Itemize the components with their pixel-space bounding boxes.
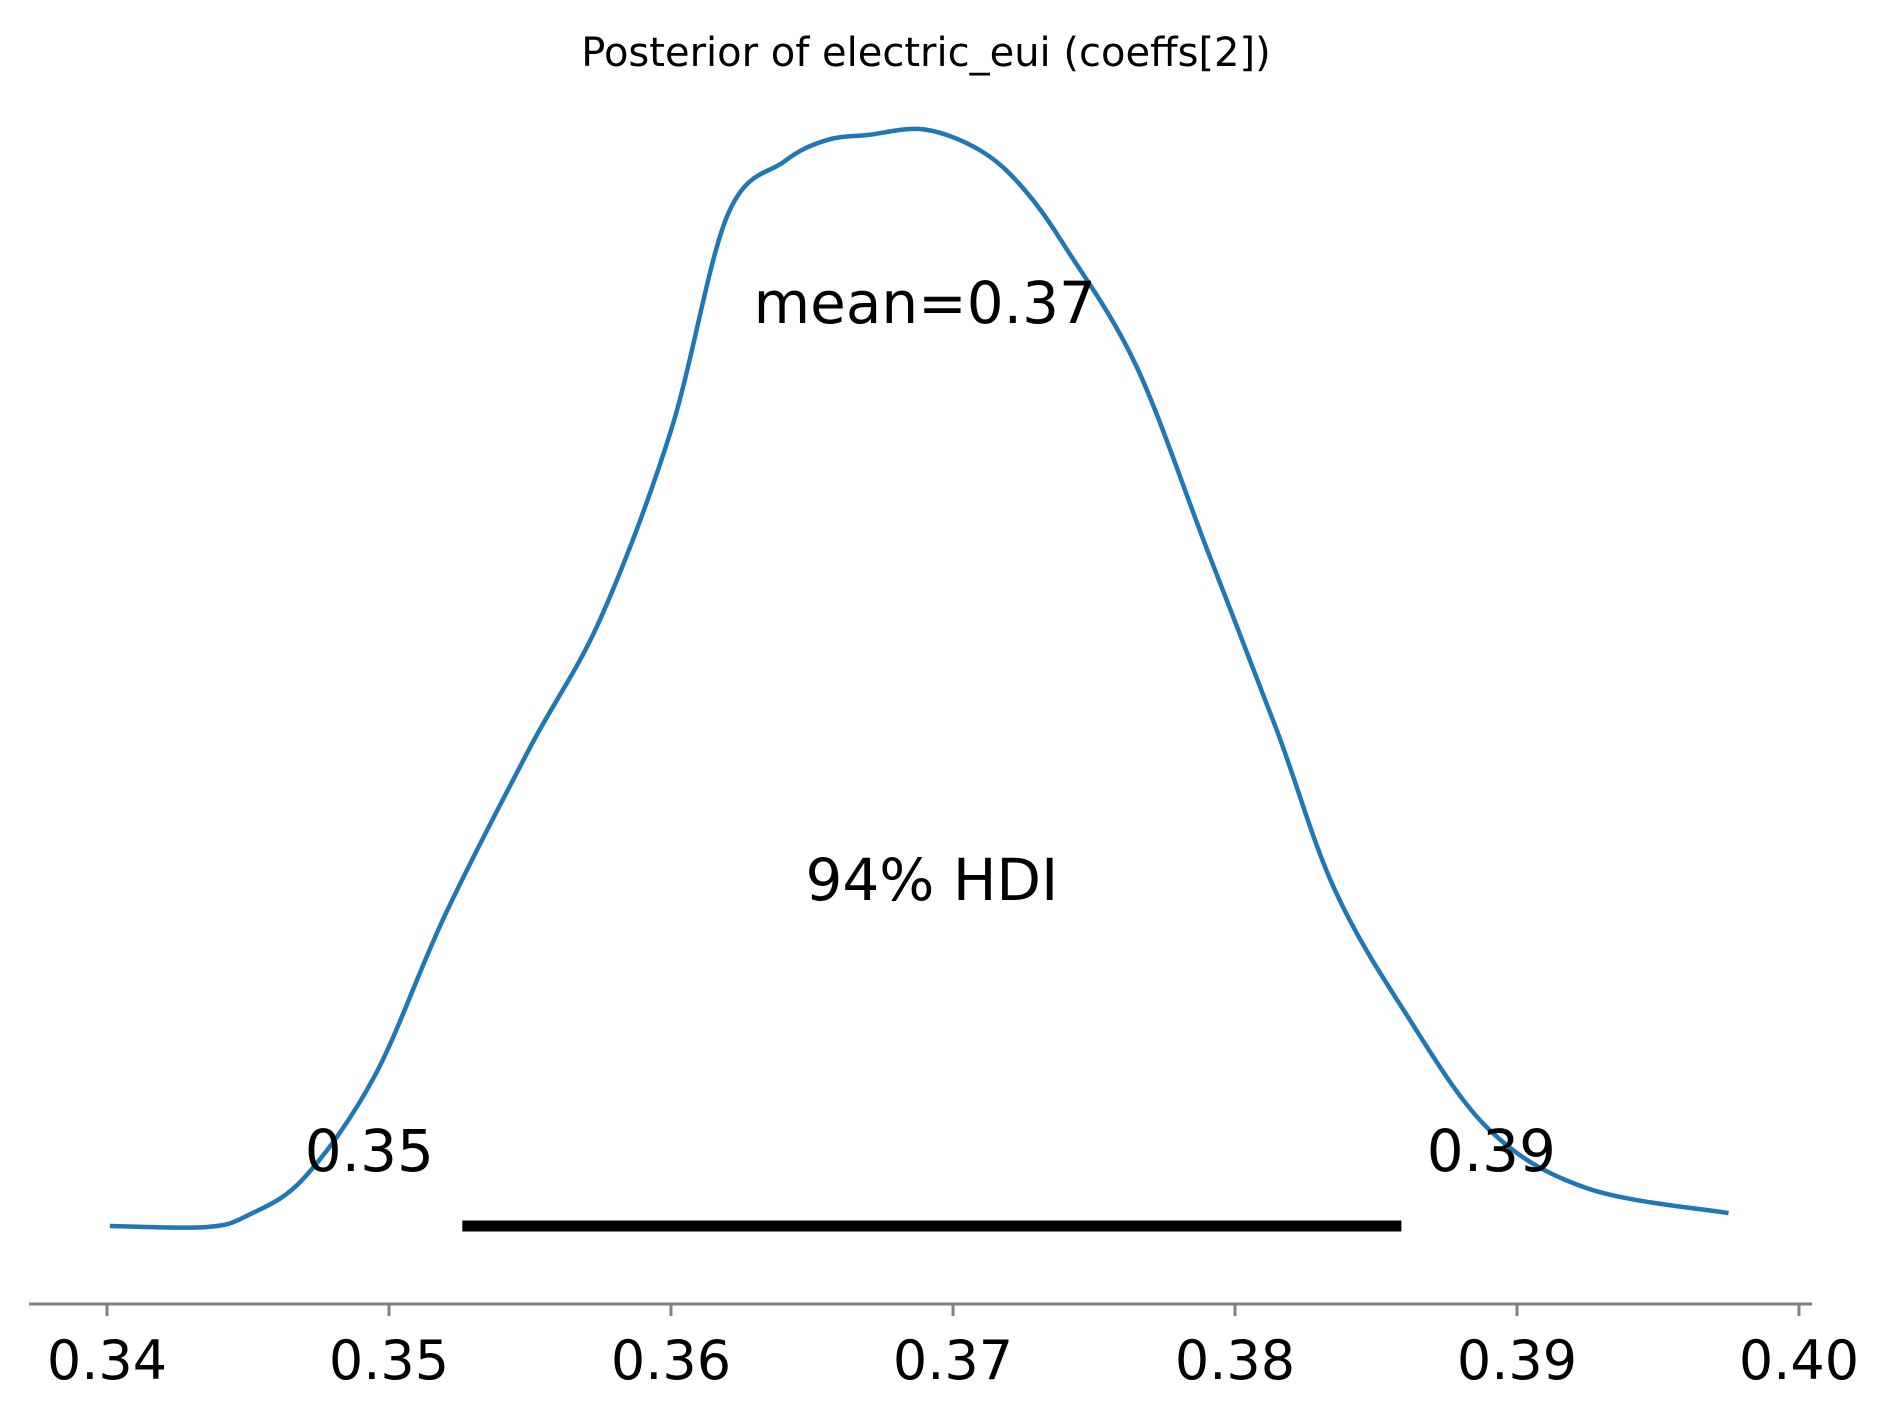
mean-label: mean=0.37	[754, 269, 1096, 337]
x-tick-label: 0.38	[1175, 1329, 1295, 1392]
x-tick-label: 0.39	[1457, 1329, 1577, 1392]
chart-title: Posterior of electric_eui (coeffs[2])	[581, 30, 1270, 76]
x-tick-label: 0.35	[329, 1329, 449, 1392]
hdi-lower-label: 0.35	[305, 1117, 434, 1185]
x-tick-label: 0.34	[47, 1329, 167, 1392]
plot-area: 0.35 0.39 94% HDI mean=0.37	[109, 126, 1729, 1232]
x-tick-label: 0.37	[893, 1329, 1013, 1392]
density-curve	[109, 126, 1729, 1230]
x-tick-label: 0.36	[611, 1329, 731, 1392]
hdi-upper-label: 0.39	[1427, 1117, 1556, 1185]
x-tick-label: 0.40	[1739, 1329, 1859, 1392]
hdi-label: 94% HDI	[805, 846, 1058, 914]
x-axis: 0.34 0.35 0.36 0.37 0.38 0.39 0.40	[29, 1302, 1859, 1392]
